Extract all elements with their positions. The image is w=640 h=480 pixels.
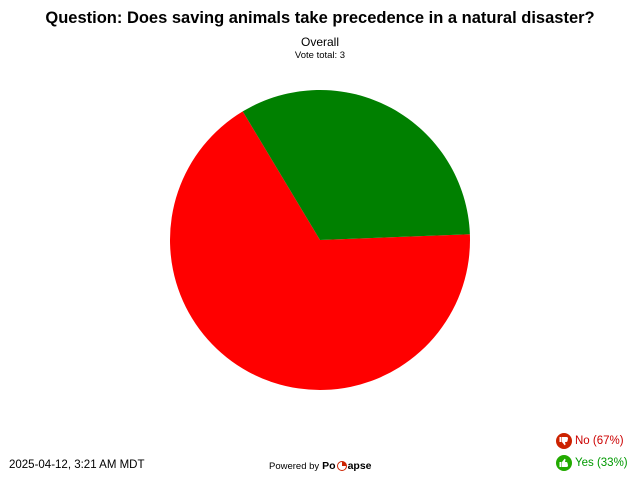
powered-by: Powered by Po apse bbox=[269, 460, 372, 472]
legend-item-yes: Yes (33%) bbox=[556, 453, 638, 473]
brand-mark-icon bbox=[336, 461, 347, 471]
timestamp: 2025-04-12, 3:21 AM MDT bbox=[9, 459, 145, 471]
chart-title: Question: Does saving animals take prece… bbox=[45, 9, 595, 27]
brand-logo: Po apse bbox=[322, 460, 371, 472]
legend-label-no: No (67%) bbox=[575, 435, 624, 447]
legend-item-no: No (67%) bbox=[556, 431, 638, 451]
legend-label-yes: Yes (33%) bbox=[575, 457, 628, 469]
thumbs-up-icon bbox=[556, 455, 572, 471]
pie-slice-yes bbox=[242, 89, 470, 241]
thumbs-down-icon bbox=[556, 433, 572, 449]
brand-text-start: Po bbox=[322, 460, 336, 472]
pie-slice-no bbox=[170, 111, 470, 391]
powered-by-text: Powered by bbox=[269, 460, 320, 472]
chart-subtitle: Overall bbox=[300, 35, 339, 49]
vote-total: Vote total: 3 bbox=[294, 50, 346, 61]
legend: No (67%) Yes (33%) bbox=[556, 431, 638, 475]
brand-text-end: apse bbox=[347, 460, 372, 472]
